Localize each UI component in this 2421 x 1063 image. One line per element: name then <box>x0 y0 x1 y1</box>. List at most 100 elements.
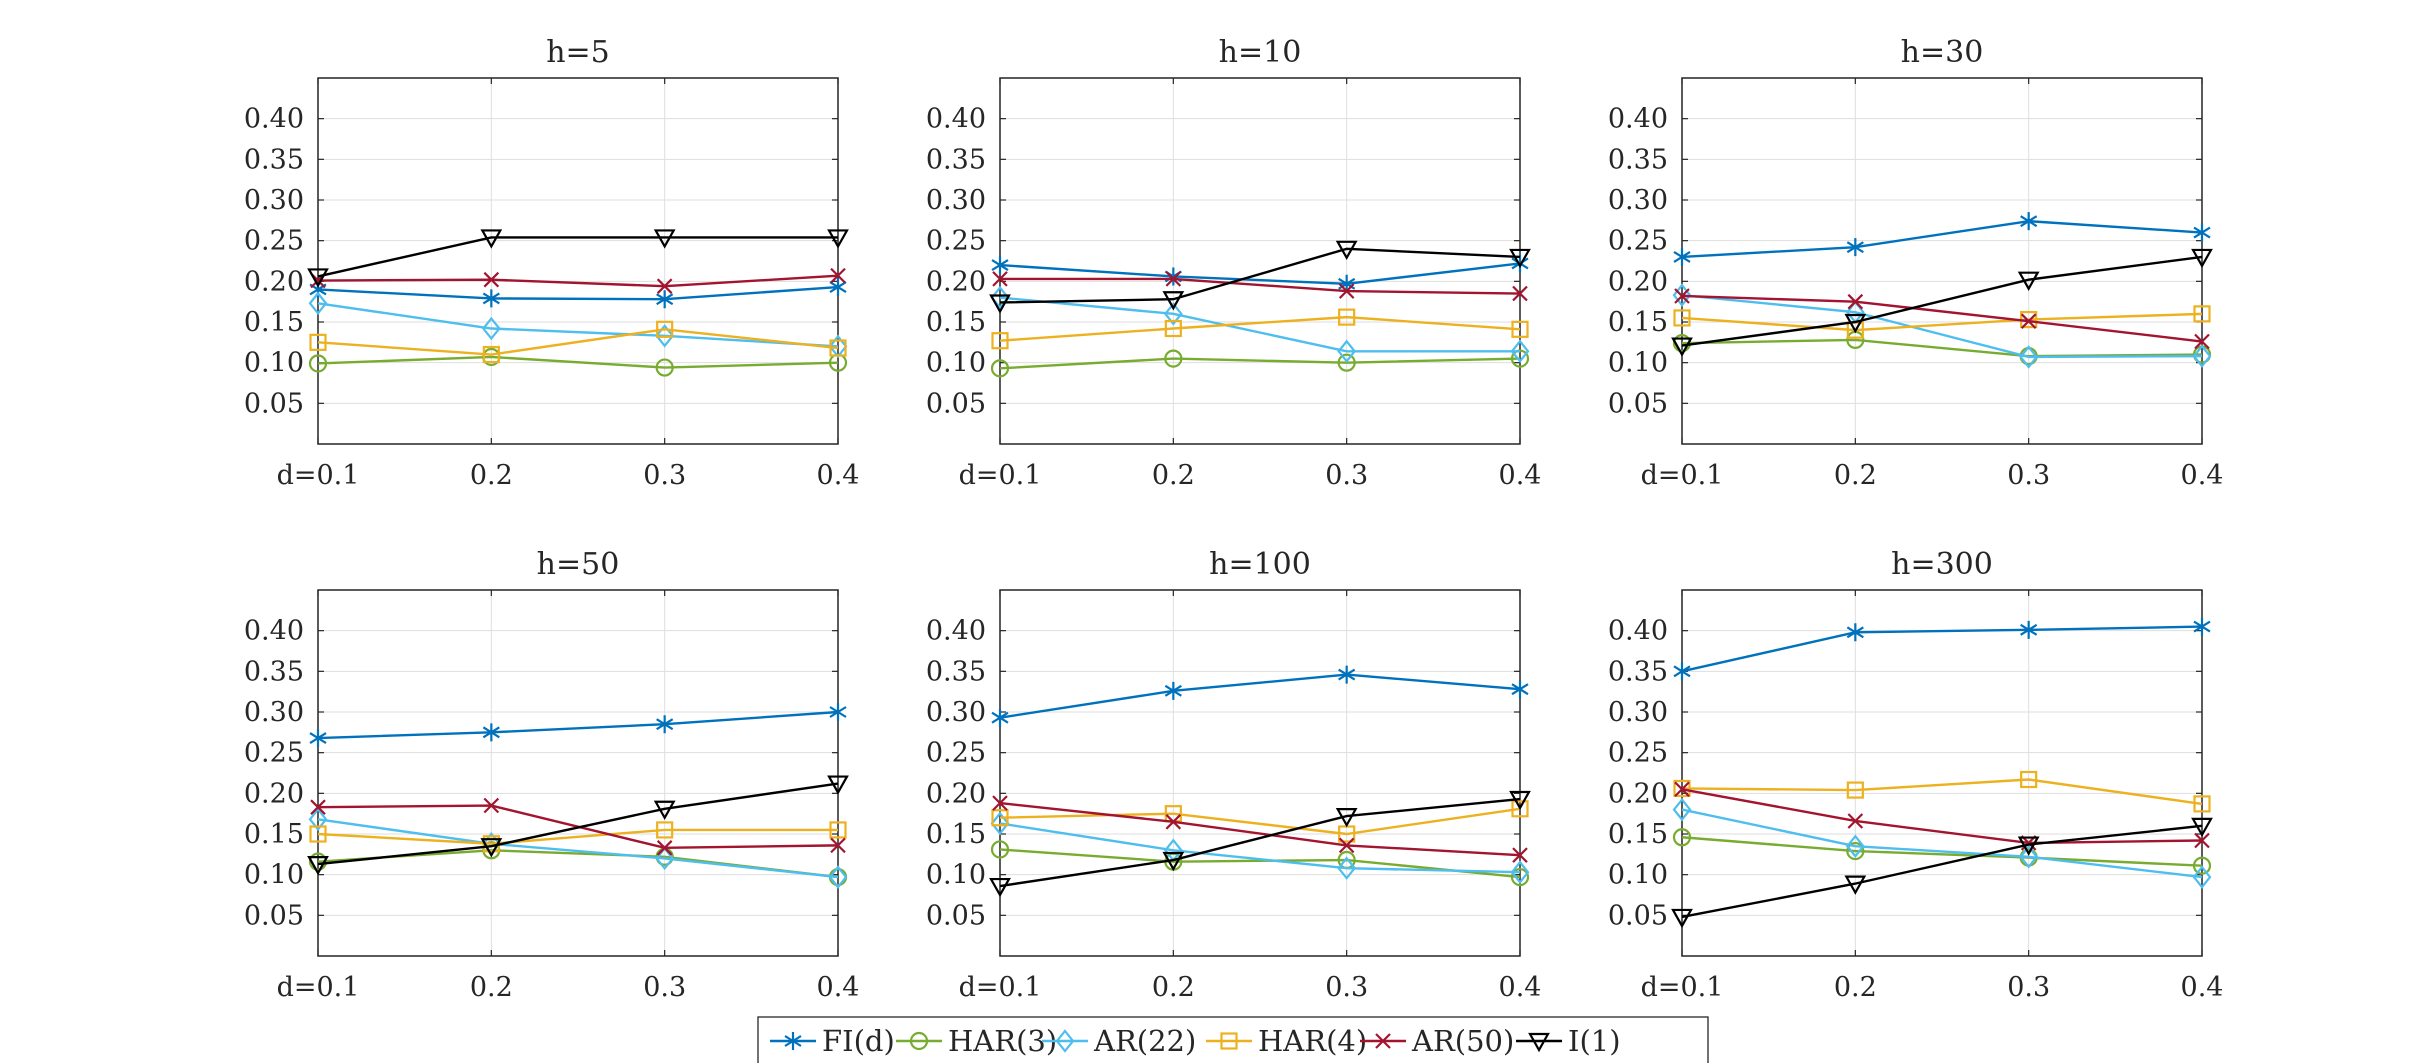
y-tick-label: 0.15 <box>926 819 986 850</box>
data-point <box>828 865 848 889</box>
series-i-1 <box>1671 248 2213 357</box>
y-tick-label: 0.20 <box>1608 778 1668 809</box>
x-tick-label: 0.4 <box>817 460 860 491</box>
subplot-h-30: 0.05 0.10 0.15 0.20 0.25 0.30 0.35 0.40 d=0.1 0.2… <box>1608 35 2224 491</box>
data-point <box>482 723 500 742</box>
data-point <box>1337 339 1357 364</box>
data-point <box>2192 856 2212 875</box>
y-tick-label: 0.30 <box>1608 697 1668 728</box>
data-point <box>1509 790 1531 811</box>
series-i-1 <box>1671 817 2213 929</box>
series-line <box>999 801 1521 857</box>
data-point <box>1846 781 1864 799</box>
x-tick-label: 0.3 <box>1325 972 1368 1003</box>
data-point <box>1672 828 1692 847</box>
y-tick-label: 0.15 <box>244 307 304 338</box>
data-point <box>656 840 673 856</box>
axes-border <box>1681 589 2203 957</box>
data-point <box>827 775 849 795</box>
series-line <box>1681 836 2203 867</box>
data-point <box>308 852 328 871</box>
y-tick-label: 0.35 <box>926 656 986 687</box>
x-tick-label: d=0.1 <box>959 460 1042 491</box>
data-point <box>1164 319 1182 338</box>
data-point <box>990 285 1010 310</box>
data-point <box>1164 681 1182 700</box>
data-point <box>1511 320 1529 338</box>
data-point <box>1163 302 1183 326</box>
data-point <box>1165 814 1182 830</box>
data-point <box>1673 309 1691 327</box>
series-ar-50 <box>1674 288 2210 350</box>
data-point <box>827 229 849 249</box>
data-point <box>656 278 673 294</box>
data-point <box>1846 623 1864 642</box>
data-point <box>2193 305 2211 323</box>
data-point <box>1510 339 1530 364</box>
series-har-3 <box>1672 828 2212 875</box>
y-tick-label: 0.15 <box>244 819 304 850</box>
data-point <box>1844 875 1867 895</box>
data-point <box>990 811 1010 836</box>
legend-label: FI(d) <box>822 1024 895 1058</box>
series-ar-50 <box>992 795 1528 863</box>
series-i-1 <box>989 790 1531 898</box>
y-tick-label: 0.05 <box>926 388 986 419</box>
data-point <box>308 291 328 316</box>
series-line <box>1681 294 2203 343</box>
subplot-title: h=30 <box>1901 35 1984 70</box>
data-point <box>482 345 500 364</box>
x-tick-label: 0.2 <box>470 972 513 1003</box>
legend-label: I(1) <box>1568 1024 1621 1058</box>
axes-border <box>317 589 839 957</box>
series-har-4 <box>309 821 847 853</box>
data-point <box>653 229 676 249</box>
legend-item-har-4: HAR(4) <box>1206 1024 1367 1058</box>
data-point <box>1509 248 1531 269</box>
legend-marker <box>1528 1032 1550 1053</box>
data-point <box>1847 293 1864 310</box>
subplot-h-300: 0.05 0.10 0.15 0.20 0.25 0.30 0.35 0.40 d=0.1 0.2… <box>1608 547 2224 1003</box>
data-point <box>309 333 327 351</box>
data-point <box>1337 353 1356 372</box>
y-tick-label: 0.10 <box>1608 348 1668 379</box>
series-ar-22 <box>990 285 1530 364</box>
axes-frame <box>317 589 839 957</box>
data-point <box>653 800 676 821</box>
data-point <box>483 797 500 814</box>
y-tick-label: 0.10 <box>926 348 986 379</box>
data-point <box>309 729 327 748</box>
data-point <box>829 339 847 357</box>
series-line <box>317 328 839 356</box>
legend: FI(d) HAR(3) AR(22) HAR(4) AR(50) I(1) <box>757 1016 1709 1063</box>
data-point <box>1162 291 1185 311</box>
data-point <box>2017 836 2040 856</box>
data-point <box>1672 334 1692 353</box>
y-tick-label: 0.15 <box>1608 307 1668 338</box>
data-point <box>1511 800 1529 818</box>
data-point <box>1512 285 1528 302</box>
y-tick-label: 0.35 <box>926 144 986 175</box>
data-point <box>1672 797 1692 822</box>
series-line <box>1681 788 2203 845</box>
data-point <box>2192 344 2212 368</box>
data-point <box>829 278 847 297</box>
data-point <box>991 256 1009 275</box>
y-tick-label: 0.05 <box>1608 388 1668 419</box>
x-tick-label: 0.3 <box>643 460 686 491</box>
data-point <box>655 846 675 871</box>
y-tick-label: 0.25 <box>926 738 986 769</box>
y-tick-label: 0.35 <box>1608 144 1668 175</box>
data-point <box>656 290 674 309</box>
series-line <box>999 315 1521 342</box>
y-tick-label: 0.40 <box>1608 104 1668 135</box>
series-line <box>1681 293 2203 359</box>
series-fi-d <box>309 703 847 748</box>
data-point <box>830 837 846 854</box>
x-tick-label: 0.2 <box>1152 460 1195 491</box>
subplot-title: h=300 <box>1891 547 1993 582</box>
x-tick-label: 0.3 <box>2007 972 2050 1003</box>
series-line <box>1000 277 1521 295</box>
series-line <box>317 818 839 879</box>
